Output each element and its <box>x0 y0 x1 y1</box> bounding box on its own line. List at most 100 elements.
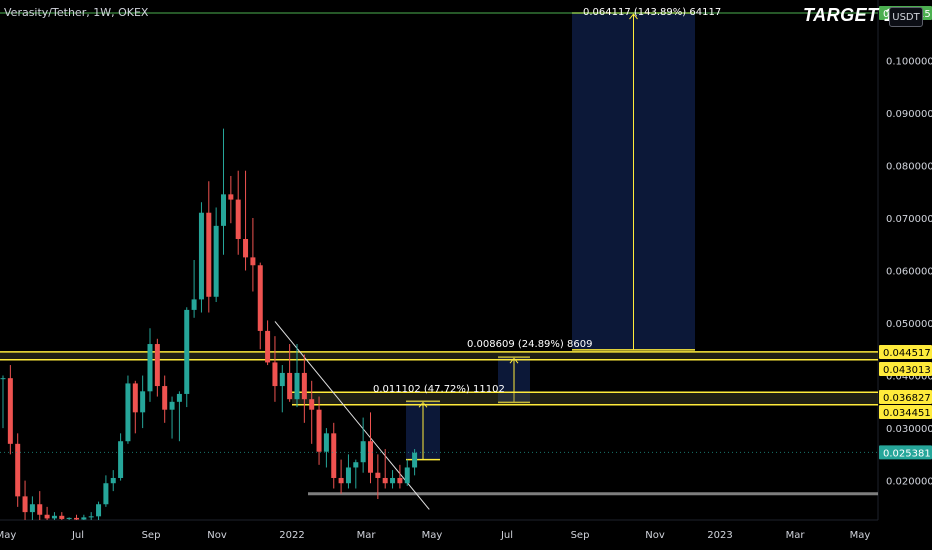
candle-body <box>7 378 13 444</box>
candle-body <box>51 515 57 519</box>
candle-down[interactable] <box>74 514 79 520</box>
candle-up[interactable] <box>323 428 329 468</box>
trend-line[interactable] <box>274 321 430 510</box>
candle-down[interactable] <box>397 464 403 489</box>
candle-down[interactable] <box>15 433 21 507</box>
candle-up[interactable] <box>147 328 153 402</box>
candle-body <box>390 477 396 484</box>
candle-down[interactable] <box>235 170 241 255</box>
candle-down[interactable] <box>287 344 293 402</box>
candle-up[interactable] <box>412 449 418 476</box>
candle-down[interactable] <box>154 338 160 397</box>
candle-up[interactable] <box>29 496 35 520</box>
candle-down[interactable] <box>243 170 249 271</box>
price-label-box <box>879 445 932 460</box>
candle-down[interactable] <box>132 380 138 434</box>
x-tick-label: Mar <box>786 530 806 541</box>
x-tick-label: 2023 <box>707 530 732 541</box>
candle-up[interactable] <box>51 512 57 520</box>
candle-up[interactable] <box>169 396 175 439</box>
candle-body <box>147 344 153 392</box>
candle-up[interactable] <box>213 207 219 303</box>
price-label-text: 0.044517 <box>883 348 931 359</box>
candle-down[interactable] <box>368 412 373 484</box>
candle-down[interactable] <box>382 449 388 489</box>
price-label-box <box>879 405 932 419</box>
measurement-label: 0.008609 (24.89%) 8609 <box>467 339 592 350</box>
candle-up[interactable] <box>88 512 94 520</box>
candle-up[interactable] <box>221 128 226 255</box>
candle-down[interactable] <box>7 365 13 455</box>
y-tick-label: 0.060000 <box>886 267 932 278</box>
candle-up[interactable] <box>0 375 6 429</box>
candle-body <box>301 372 307 400</box>
candle-up[interactable] <box>96 501 102 520</box>
candle-up[interactable] <box>345 454 351 489</box>
x-tick-label: Sep <box>142 530 161 541</box>
measurement-label: 0.064117 (143.89%) 64117 <box>583 7 721 18</box>
candle-up[interactable] <box>191 260 197 318</box>
candle-up[interactable] <box>81 514 87 520</box>
candle-up[interactable] <box>390 470 396 489</box>
candle-body <box>96 504 102 517</box>
candle-down[interactable] <box>37 491 43 520</box>
candle-down[interactable] <box>22 480 28 520</box>
price-axis-label: 0.025381 <box>879 445 932 460</box>
candle-up[interactable] <box>118 433 124 481</box>
candle-body <box>88 516 94 518</box>
candle-up[interactable] <box>184 307 190 408</box>
candle-up[interactable] <box>103 475 109 507</box>
candle-up[interactable] <box>125 375 131 444</box>
candle-down[interactable] <box>59 512 65 520</box>
candle-down[interactable] <box>375 454 381 499</box>
candle-body <box>59 515 65 519</box>
candle-body <box>360 441 366 463</box>
plot-area <box>0 12 878 520</box>
candle-up[interactable] <box>294 344 300 408</box>
candle-down[interactable] <box>265 320 271 366</box>
x-tick-label: 2022 <box>279 530 304 541</box>
arrow-head <box>629 13 638 20</box>
candle-body <box>206 212 212 297</box>
candle-up[interactable] <box>66 517 72 520</box>
candle-down[interactable] <box>44 506 50 520</box>
x-tick-label: Nov <box>207 530 227 541</box>
candle-down[interactable] <box>316 396 322 465</box>
candle-down[interactable] <box>250 217 256 292</box>
price-axis-label: 0.044517 <box>879 345 932 359</box>
candle-body <box>162 386 168 410</box>
candle-body <box>287 372 293 400</box>
currency-button[interactable]: USDT <box>889 7 923 27</box>
candle-up[interactable] <box>110 470 116 492</box>
candle-up[interactable] <box>198 202 204 313</box>
candle-body <box>353 462 359 468</box>
candle-down[interactable] <box>338 459 344 494</box>
candle-down[interactable] <box>331 422 337 489</box>
y-tick-label: 0.020000 <box>886 477 932 488</box>
candle-body <box>125 383 131 442</box>
candle-up[interactable] <box>404 459 410 486</box>
candle-up[interactable] <box>353 459 359 489</box>
candle-down[interactable] <box>309 380 315 444</box>
candle-down[interactable] <box>206 181 212 313</box>
candle-up[interactable] <box>360 417 366 473</box>
symbol-title: Verasity/Tether, 1W, OKEX <box>4 6 149 19</box>
y-tick-label: 0.030000 <box>886 424 932 435</box>
x-tick-label: Jul <box>71 530 84 541</box>
candle-down[interactable] <box>228 175 234 224</box>
candle-body <box>338 477 344 484</box>
candle-up[interactable] <box>140 375 146 429</box>
y-tick-label: 0.080000 <box>886 161 932 172</box>
candle-body <box>243 238 249 258</box>
measurement-label: 0.011102 (47.72%) 11102 <box>373 384 505 395</box>
candle-up[interactable] <box>176 391 182 442</box>
candle-body <box>213 225 219 297</box>
price-axis-label: 0.036827 <box>879 390 932 404</box>
candle-down[interactable] <box>301 354 307 423</box>
candle-down[interactable] <box>257 262 263 350</box>
candle-down[interactable] <box>162 375 168 423</box>
candle-up[interactable] <box>279 365 285 413</box>
candle-down[interactable] <box>272 336 278 402</box>
candle-body <box>221 194 226 226</box>
